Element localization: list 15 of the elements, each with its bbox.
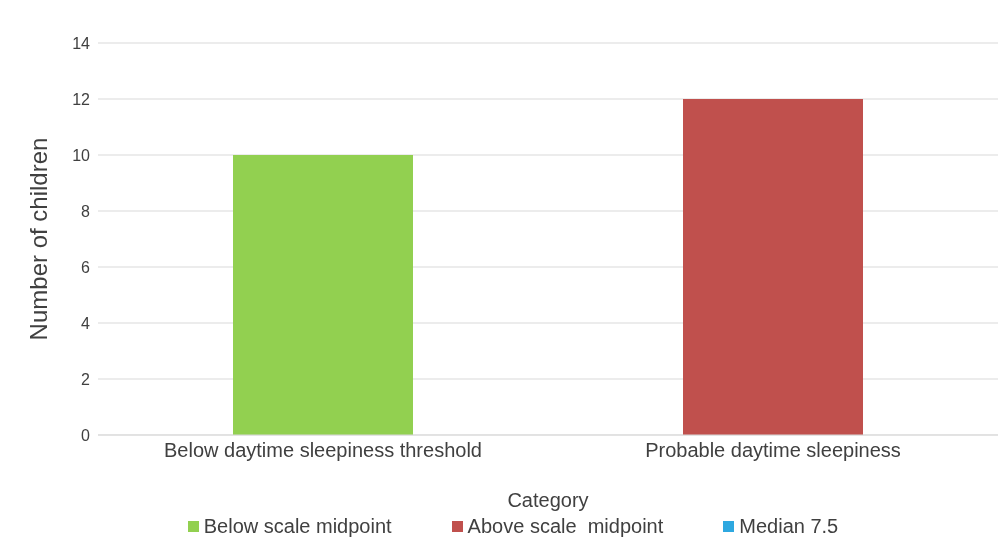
x-axis-title: Category — [507, 489, 589, 511]
y-tick-label: 2 — [81, 370, 91, 388]
legend-label: Median 7.5 — [739, 515, 839, 538]
y-tick-label: 8 — [81, 202, 91, 220]
y-tick-label: 14 — [72, 34, 91, 52]
legend-label: Below scale midpoint — [203, 515, 392, 538]
y-axis-title: Number of children — [24, 137, 52, 341]
x-tick-label: Below daytime sleepiness threshold — [164, 439, 482, 462]
y-tick-label: 0 — [81, 426, 91, 444]
x-tick-label: Probable daytime sleepiness — [645, 439, 901, 462]
y-tick-label: 6 — [81, 258, 91, 276]
y-tick-label: 4 — [81, 314, 91, 332]
legend-label: Above scale midpoint — [467, 515, 664, 538]
y-tick-label: 10 — [72, 146, 91, 164]
y-tick-label: 12 — [72, 90, 91, 108]
